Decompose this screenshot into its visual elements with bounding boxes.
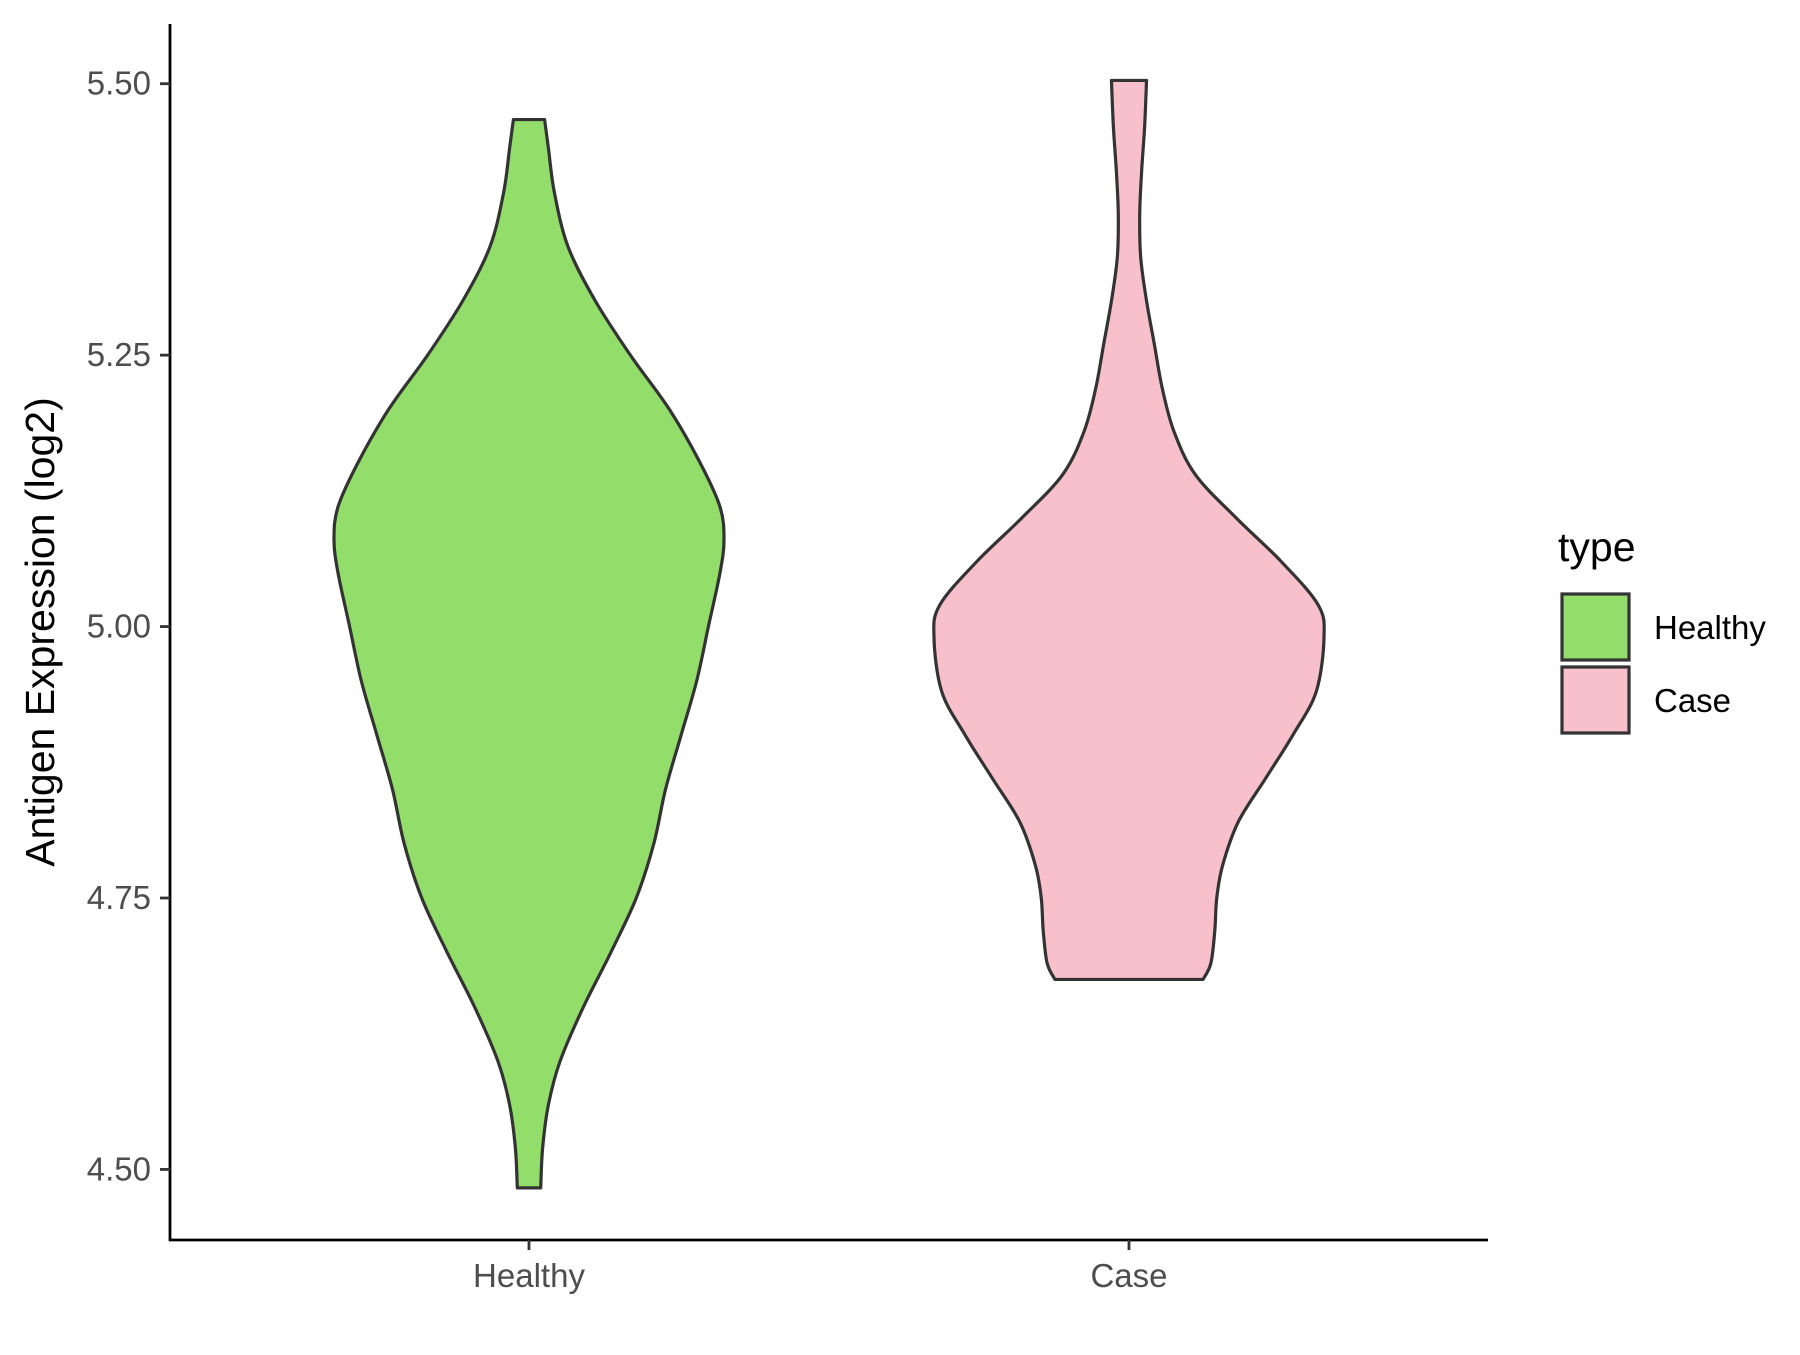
y-tick-label: 5.25	[87, 336, 151, 373]
y-tick-label: 5.00	[87, 608, 151, 645]
legend-entries: Healthy Case	[1560, 592, 1766, 735]
x-ticks-layer: Healthy Case	[473, 1240, 1168, 1294]
y-tick-label: 4.50	[87, 1150, 151, 1187]
legend-key-healthy	[1560, 592, 1631, 662]
legend-key-case	[1560, 665, 1631, 735]
y-ticks-layer: 4.50 4.75 5.00 5.25 5.50	[87, 65, 170, 1187]
legend-label-case: Case	[1654, 682, 1731, 719]
violin-case	[932, 78, 1326, 982]
y-tick-label: 5.50	[87, 65, 151, 102]
legend-title: type	[1558, 524, 1636, 570]
y-axis-title: Antigen Expression (log2)	[17, 397, 63, 866]
violins-layer	[332, 78, 1326, 1190]
x-tick-label: Healthy	[473, 1257, 585, 1294]
violin-healthy	[332, 117, 726, 1190]
legend: type Healthy Case	[1558, 524, 1766, 735]
y-tick-label: 4.75	[87, 879, 151, 916]
legend-label-healthy: Healthy	[1654, 609, 1766, 646]
x-tick-label: Case	[1090, 1257, 1167, 1294]
